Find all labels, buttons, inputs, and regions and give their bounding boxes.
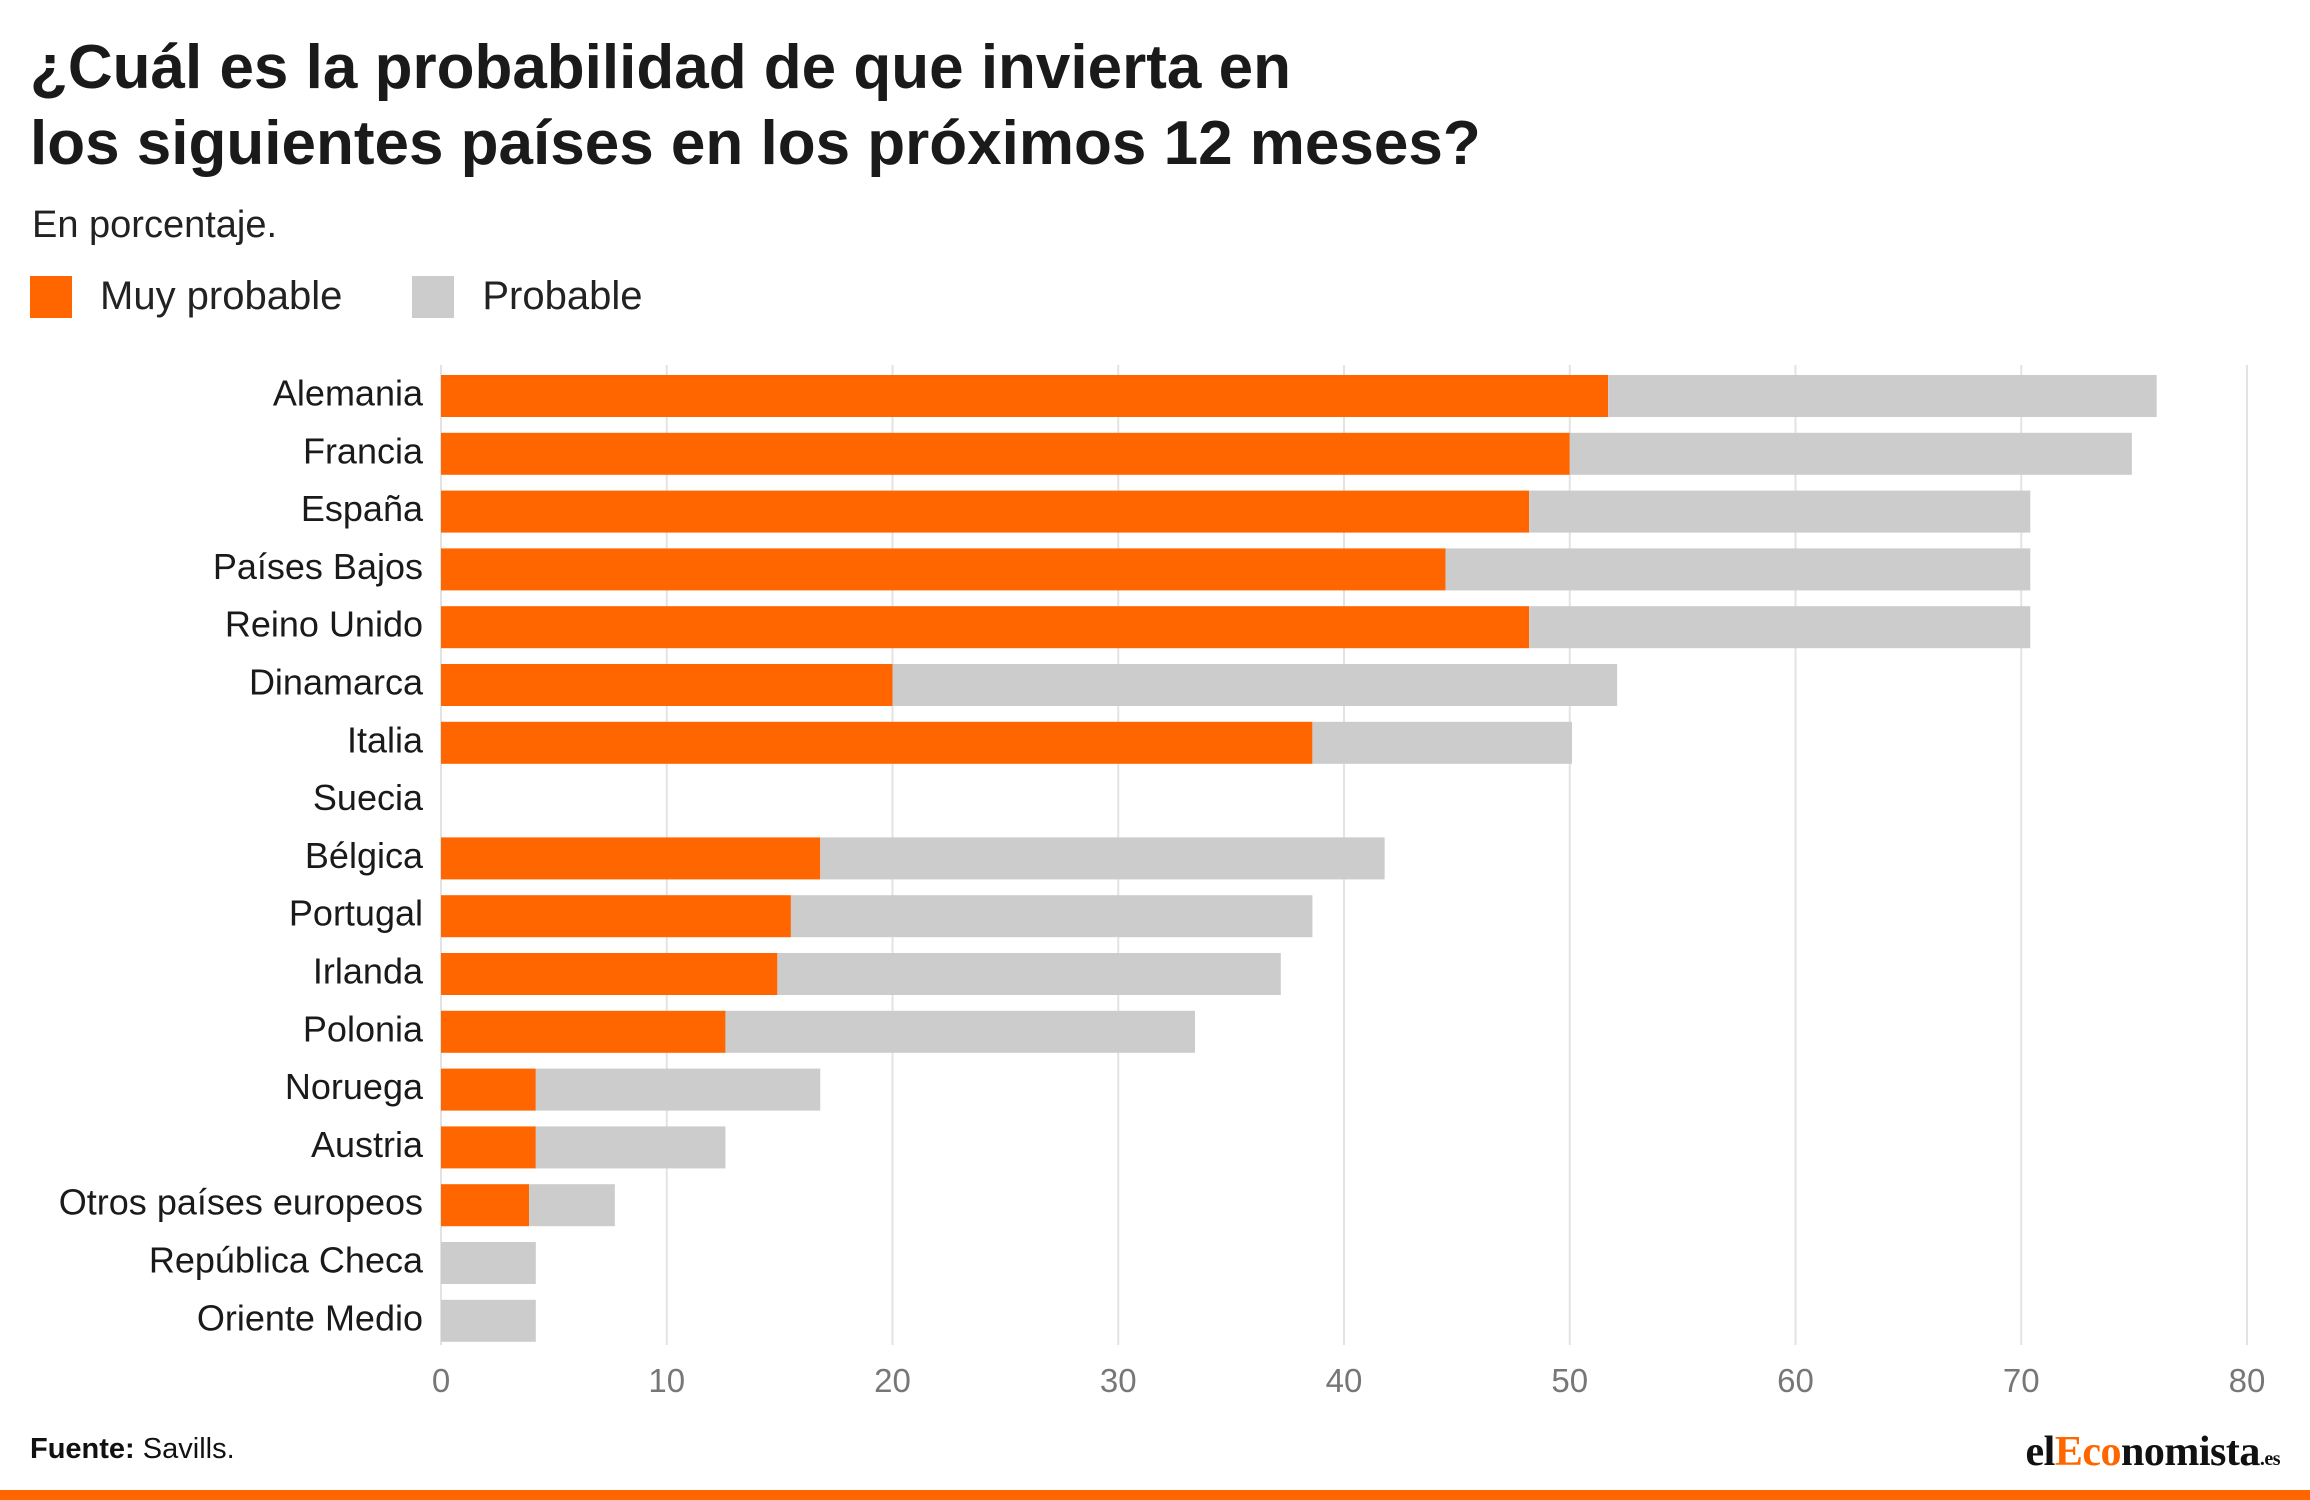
x-tick-label-30: 30 xyxy=(1100,1362,1137,1399)
brand-logo: elEconomista.es xyxy=(2026,1428,2281,1476)
bar-muy-probable-11 xyxy=(441,1010,726,1053)
chart-subtitle: En porcentaje. xyxy=(32,204,278,246)
x-tick-label-40: 40 xyxy=(1326,1362,1363,1399)
bar-muy-probable-4 xyxy=(441,606,1530,649)
legend-item-probable: Probable xyxy=(412,274,643,319)
bar-muy-probable-14 xyxy=(441,1184,530,1227)
category-label-10: Irlanda xyxy=(313,951,424,992)
logo-part-2: Eco xyxy=(2054,1429,2122,1475)
bar-probable-12 xyxy=(535,1068,821,1111)
category-label-2: España xyxy=(301,488,424,529)
source-text: Savills. xyxy=(142,1433,235,1465)
legend-label-muy-probable: Muy probable xyxy=(100,274,343,318)
x-tick-label-70: 70 xyxy=(2003,1362,2040,1399)
category-label-11: Polonia xyxy=(303,1008,424,1049)
bar-probable-3 xyxy=(1445,548,2031,591)
legend-swatch-muy-probable xyxy=(30,275,72,318)
logo-part-1: el xyxy=(2025,1429,2056,1475)
source-note: Fuente: Savills. xyxy=(30,1433,235,1466)
category-label-14: Otros países europeos xyxy=(59,1182,423,1223)
bar-chart: Alemania Francia España Países Bajos Reino U… xyxy=(59,365,2266,1399)
bar-muy-probable-13 xyxy=(441,1126,536,1169)
bar-probable-0 xyxy=(1608,375,2157,417)
category-label-9: Portugal xyxy=(289,893,423,934)
logo-tld: .es xyxy=(2259,1448,2281,1470)
bar-probable-4 xyxy=(1529,606,2031,649)
legend-swatch-probable xyxy=(412,275,455,318)
bar-probable-2 xyxy=(1529,490,2031,533)
bar-muy-probable-12 xyxy=(441,1068,536,1111)
bar-probable-16 xyxy=(441,1299,536,1342)
bar-probable-11 xyxy=(725,1010,1196,1053)
bar-muy-probable-2 xyxy=(441,490,1530,533)
source-label: Fuente: xyxy=(30,1433,135,1465)
category-label-12: Noruega xyxy=(285,1066,424,1107)
legend-item-muy-probable: Muy probable xyxy=(30,274,342,319)
chart-title-line-1: ¿Cuál es la probabilidad de que invierta… xyxy=(30,33,1291,102)
chart-title: ¿Cuál es la probabilidad de que invierta… xyxy=(30,30,1830,182)
bar-probable-6 xyxy=(1312,721,1573,764)
bar-muy-probable-10 xyxy=(441,953,778,995)
logo-part-3: nomista xyxy=(2120,1429,2260,1475)
chart-title-line-2: los siguientes países en los próximos 12… xyxy=(30,109,1481,178)
bottom-accent-bar xyxy=(0,1490,2310,1500)
bar-muy-probable-1 xyxy=(441,432,1570,475)
bar-probable-5 xyxy=(892,664,1618,706)
x-tick-label-60: 60 xyxy=(1777,1362,1814,1399)
category-label-0: Alemania xyxy=(273,373,424,414)
x-tick-label-50: 50 xyxy=(1551,1362,1588,1399)
bar-probable-1 xyxy=(1569,432,2132,475)
bar-probable-10 xyxy=(777,953,1281,995)
x-tick-label-20: 20 xyxy=(874,1362,911,1399)
legend-label-probable: Probable xyxy=(482,274,643,318)
x-tick-label-10: 10 xyxy=(648,1362,685,1399)
bar-muy-probable-8 xyxy=(441,837,821,880)
bar-muy-probable-5 xyxy=(441,664,893,706)
category-label-4: Reino Unido xyxy=(225,604,423,645)
x-tick-label-0: 0 xyxy=(432,1362,450,1399)
bar-muy-probable-6 xyxy=(441,721,1313,764)
category-label-7: Suecia xyxy=(313,777,424,818)
bar-probable-9 xyxy=(790,895,1313,938)
bar-muy-probable-0 xyxy=(441,375,1609,417)
category-label-16: Oriente Medio xyxy=(197,1297,423,1338)
category-label-6: Italia xyxy=(347,719,424,760)
category-label-8: Bélgica xyxy=(305,835,424,876)
x-tick-label-80: 80 xyxy=(2229,1362,2266,1399)
chart-legend: Muy probable Probable xyxy=(30,274,713,319)
bar-muy-probable-9 xyxy=(441,895,791,938)
category-label-3: Países Bajos xyxy=(213,546,423,587)
bar-probable-8 xyxy=(820,837,1385,880)
bar-muy-probable-3 xyxy=(441,548,1446,591)
category-label-1: Francia xyxy=(303,430,424,471)
bar-probable-13 xyxy=(535,1126,726,1169)
category-label-5: Dinamarca xyxy=(249,662,424,703)
bar-probable-15 xyxy=(441,1242,536,1284)
bar-probable-14 xyxy=(529,1184,615,1227)
category-label-15: República Checa xyxy=(149,1240,424,1281)
category-label-13: Austria xyxy=(311,1124,424,1165)
